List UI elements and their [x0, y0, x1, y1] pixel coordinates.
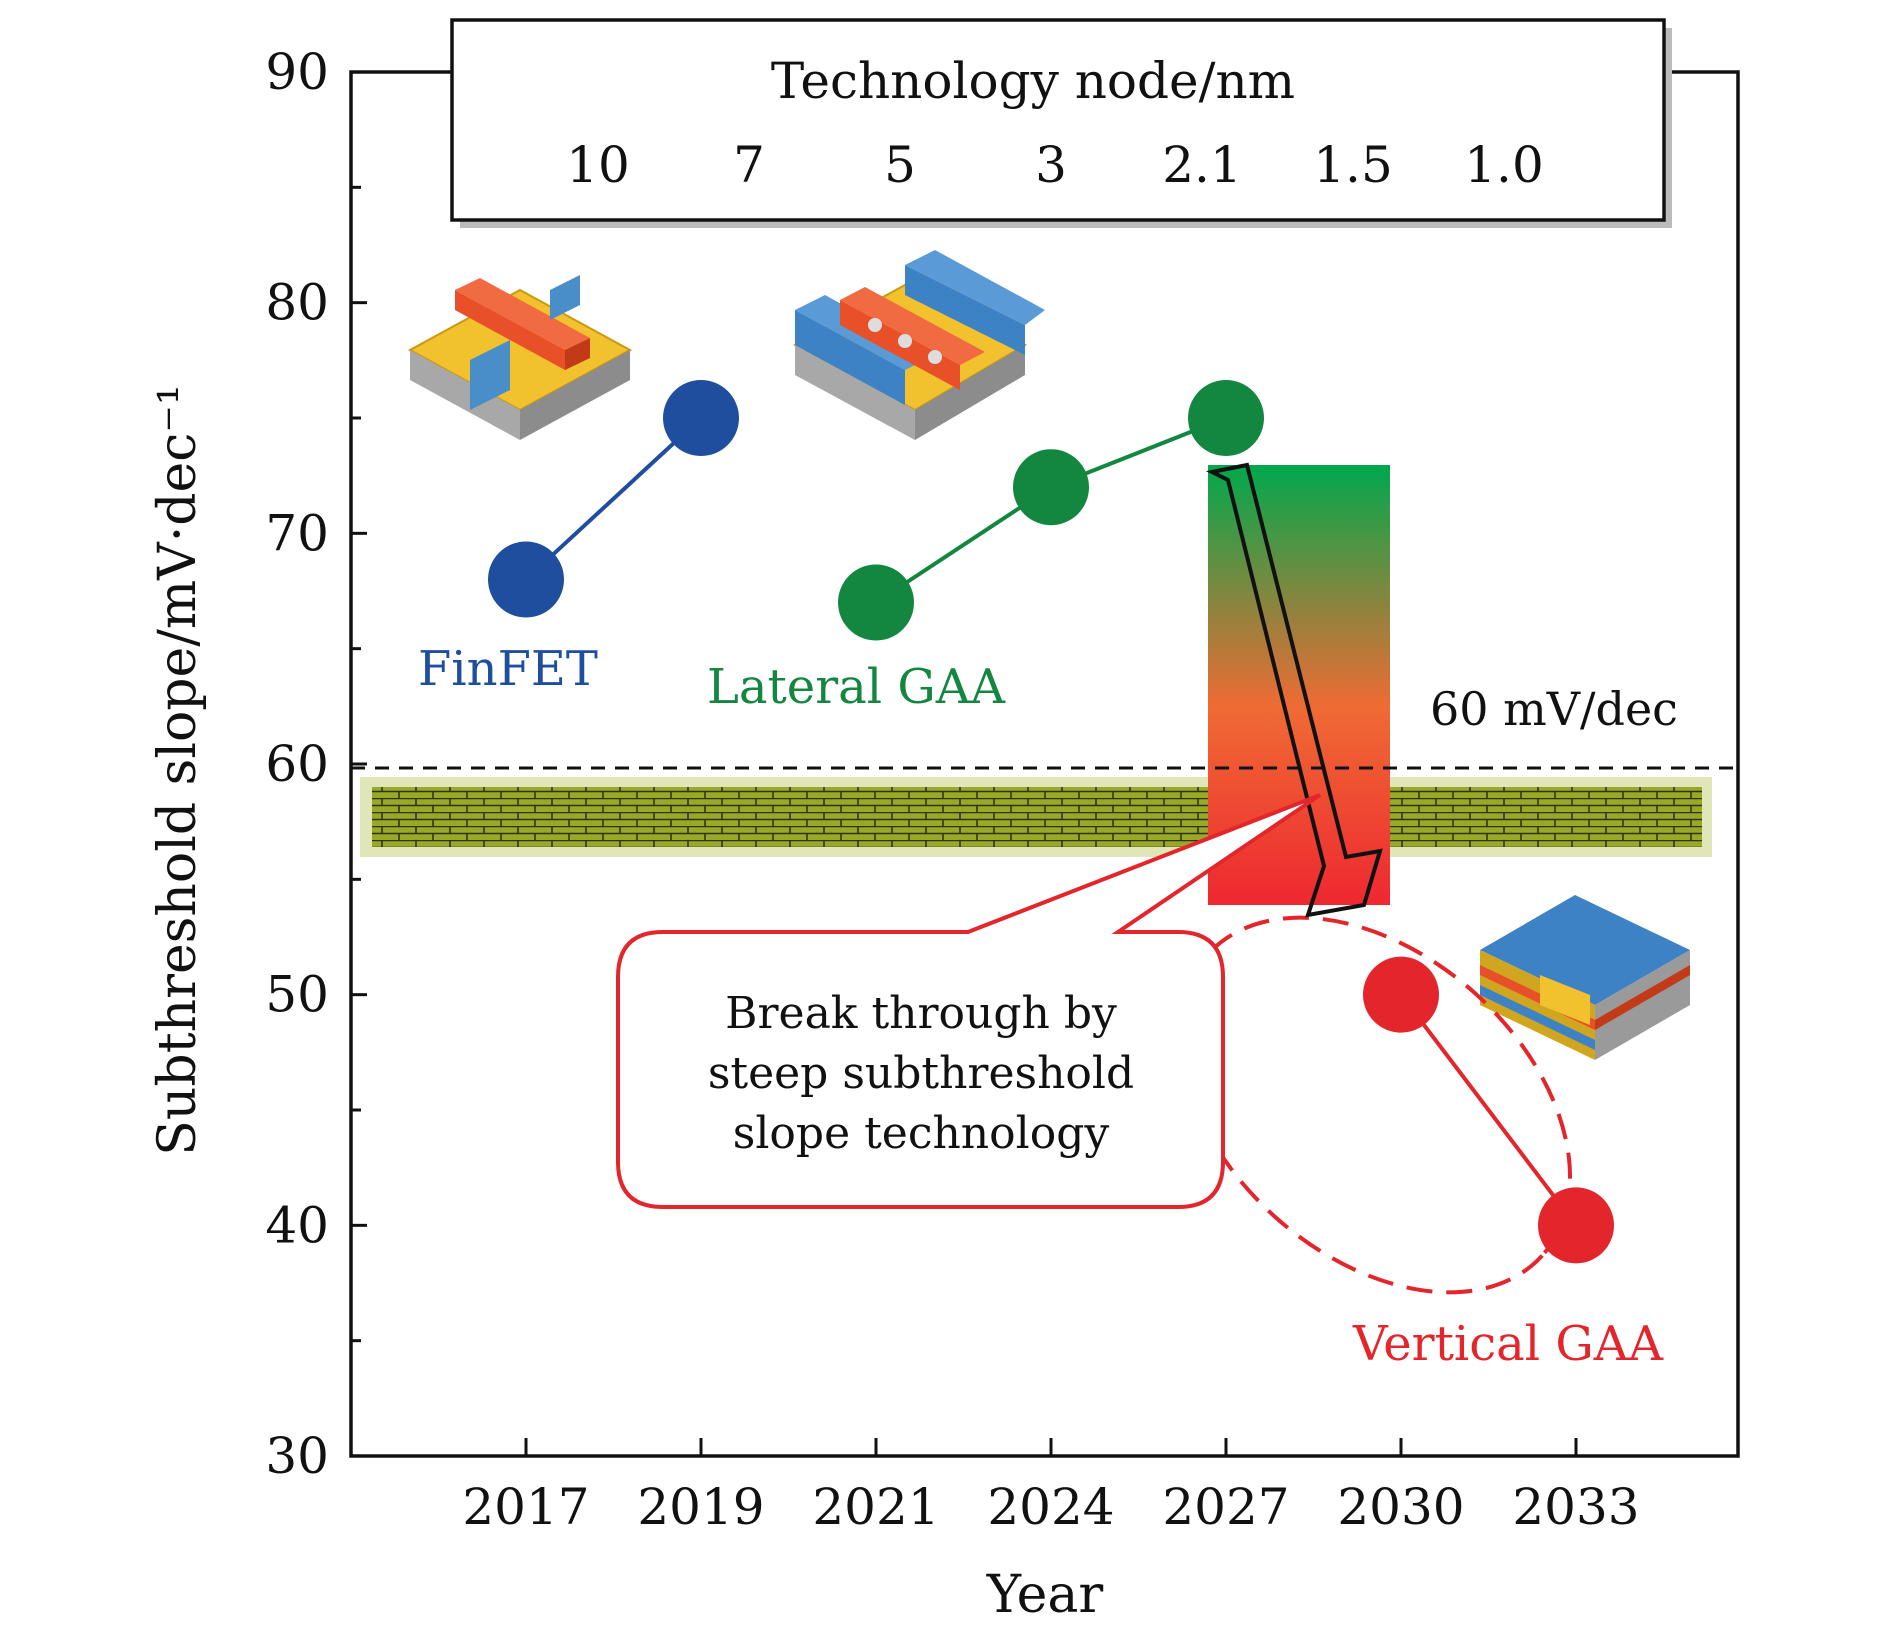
data-point-lateral-gaa — [1188, 380, 1264, 456]
x-tick-label: 2027 — [1162, 1478, 1289, 1536]
callout-bubble — [616, 793, 1322, 1209]
data-point-lateral-gaa — [838, 564, 914, 641]
vertical-gaa-highlight-ellipse — [1177, 915, 1573, 1295]
y-tick-label: 50 — [265, 966, 329, 1024]
y-axis: 30 40 50 60 70 80 90 — [265, 43, 367, 1485]
brick-wall — [360, 777, 1712, 857]
x-tick-label: 2033 — [1512, 1478, 1639, 1536]
callout-line-1: Break through by — [725, 988, 1117, 1039]
reference-line-label: 60 mV/dec — [1430, 682, 1678, 736]
x-axis: 2017 2019 2021 2024 2027 2030 2033 — [462, 1438, 1640, 1536]
y-axis-title: Subthreshold slope/mV·dec⁻¹ — [148, 384, 208, 1155]
technology-node-label: 10 — [566, 136, 630, 194]
y-tick-label: 70 — [265, 504, 329, 562]
series-label-finfet: FinFET — [418, 641, 598, 697]
x-tick-label: 2030 — [1337, 1478, 1464, 1536]
callout-line-2: steep subthreshold — [708, 1048, 1134, 1099]
technology-node-box: Technology node/nm 10 7 5 3 2.1 1.5 1.0 — [450, 18, 1672, 228]
vertical-gaa-device-illustration — [1480, 895, 1690, 1060]
breakthrough-arrow — [1205, 462, 1383, 918]
x-tick-label: 2024 — [987, 1478, 1114, 1536]
x-tick-label: 2017 — [462, 1478, 589, 1536]
technology-node-label: 7 — [733, 136, 765, 194]
series-line-finfet — [524, 416, 703, 581]
data-point-vertical-gaa — [1538, 1187, 1614, 1264]
series-layer — [488, 380, 1614, 1264]
series-line-vertical-gaa — [1399, 993, 1578, 1227]
x-tick-label: 2021 — [812, 1478, 939, 1536]
series-label-lateral-gaa: Lateral GAA — [707, 659, 1006, 715]
data-point-lateral-gaa — [1013, 449, 1089, 526]
data-point-finfet — [663, 380, 739, 456]
data-point-vertical-gaa — [1363, 956, 1439, 1033]
lateral-gaa-device-illustration — [792, 250, 1045, 440]
x-tick-label: 2019 — [637, 1478, 764, 1536]
technology-node-label: 1.0 — [1464, 136, 1544, 194]
y-tick-label: 30 — [265, 1427, 329, 1485]
y-tick-label: 60 — [265, 735, 329, 793]
technology-node-label: 3 — [1035, 136, 1067, 194]
data-point-finfet — [488, 541, 564, 618]
y-tick-label: 40 — [265, 1196, 329, 1254]
y-tick-label: 90 — [265, 43, 329, 101]
callout-line-3: slope technology — [733, 1108, 1110, 1159]
y-tick-label: 80 — [265, 274, 329, 332]
plot-frame — [349, 70, 1740, 1458]
technology-node-labels: 10 7 5 3 2.1 1.5 1.0 — [566, 136, 1544, 194]
technology-node-box-frame — [450, 18, 1666, 222]
series-label-vertical-gaa: Vertical GAA — [1352, 1316, 1664, 1372]
technology-node-label: 2.1 — [1162, 136, 1242, 194]
finfet-device-illustration — [407, 275, 633, 440]
technology-node-title: Technology node/nm — [771, 52, 1295, 110]
technology-node-label: 1.5 — [1313, 136, 1393, 194]
x-axis-title: Year — [986, 1565, 1104, 1625]
technology-node-label: 5 — [884, 136, 916, 194]
brick-wall-bricks — [372, 787, 1702, 847]
